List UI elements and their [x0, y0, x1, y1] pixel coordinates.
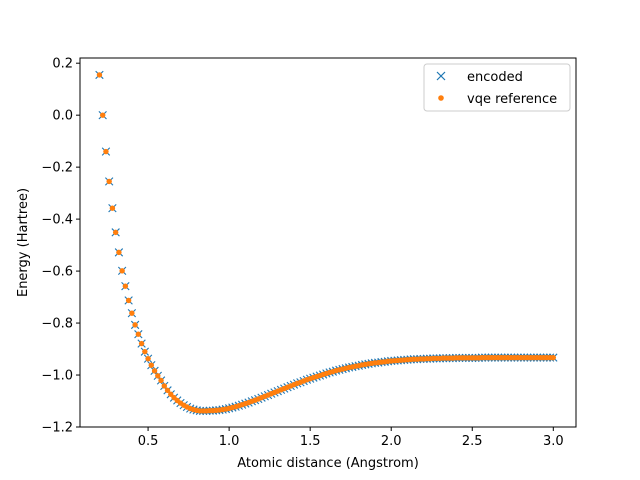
- vqe-reference-point: [151, 368, 158, 374]
- vqe-reference-point: [161, 383, 167, 389]
- plot-area: [80, 58, 576, 427]
- legend-vqe-reference-marker: [438, 95, 444, 101]
- y-tick-label: −0.4: [41, 213, 73, 228]
- x-axis-ticks: 0.5 1.0 1.5 2.0 2.5 3.0: [138, 427, 564, 449]
- vqe-reference-point: [145, 355, 151, 362]
- vqe-reference-point: [148, 362, 155, 368]
- plot-frame: [79, 57, 577, 428]
- x-tick-label: 1.5: [300, 434, 321, 449]
- y-tick-label: 0.0: [52, 109, 73, 124]
- x-tick-label: 2.0: [381, 434, 402, 449]
- legend-vqe-reference-label: vqe reference: [467, 92, 557, 107]
- x-axis-label: Atomic distance (Angstrom): [237, 456, 419, 471]
- vqe-reference-point: [132, 322, 138, 328]
- vqe-reference-point: [112, 229, 119, 236]
- series-vqe-reference: [96, 72, 557, 414]
- vqe-reference-point: [109, 205, 116, 211]
- y-tick-label: 0.2: [52, 57, 73, 72]
- vqe-reference-point: [119, 268, 125, 274]
- vqe-reference-point: [155, 373, 161, 379]
- vqe-reference-point: [135, 331, 142, 337]
- vqe-reference-point: [116, 249, 122, 256]
- vqe-reference-point: [142, 348, 148, 355]
- vqe-reference-point: [168, 391, 174, 397]
- legend-encoded-label: encoded: [467, 70, 523, 85]
- x-tick-label: 3.0: [543, 434, 564, 449]
- vqe-reference-point: [164, 387, 171, 394]
- vqe-reference-point: [129, 310, 135, 316]
- legend-box: [423, 63, 571, 112]
- vqe-reference-point: [550, 354, 557, 361]
- vqe-reference-point: [125, 297, 132, 304]
- legend-encoded-marker: [436, 71, 446, 81]
- y-tick-label: −0.8: [41, 317, 73, 332]
- x-tick-label: 2.5: [462, 434, 483, 449]
- y-tick-label: −1.0: [41, 369, 73, 384]
- y-tick-label: −0.6: [41, 265, 73, 280]
- y-tick-label: −1.2: [41, 421, 73, 436]
- vqe-reference-point: [99, 112, 106, 118]
- x-tick-label: 0.5: [138, 434, 159, 449]
- y-axis-label: Energy (Hartree): [16, 188, 31, 297]
- vqe-reference-point: [103, 148, 109, 155]
- vqe-reference-point: [106, 178, 112, 185]
- vqe-reference-point: [122, 283, 129, 289]
- vqe-reference-point: [96, 72, 103, 78]
- vqe-reference-point: [158, 377, 164, 384]
- y-tick-label: −0.2: [41, 161, 73, 176]
- legend: encoded vqe reference: [423, 63, 571, 112]
- y-axis-ticks: 0.2 0.0 −0.2 −0.4 −0.6 −0.8 −1.0 −1.2: [41, 57, 80, 436]
- x-tick-label: 1.0: [219, 434, 240, 449]
- vqe-reference-point: [138, 340, 145, 347]
